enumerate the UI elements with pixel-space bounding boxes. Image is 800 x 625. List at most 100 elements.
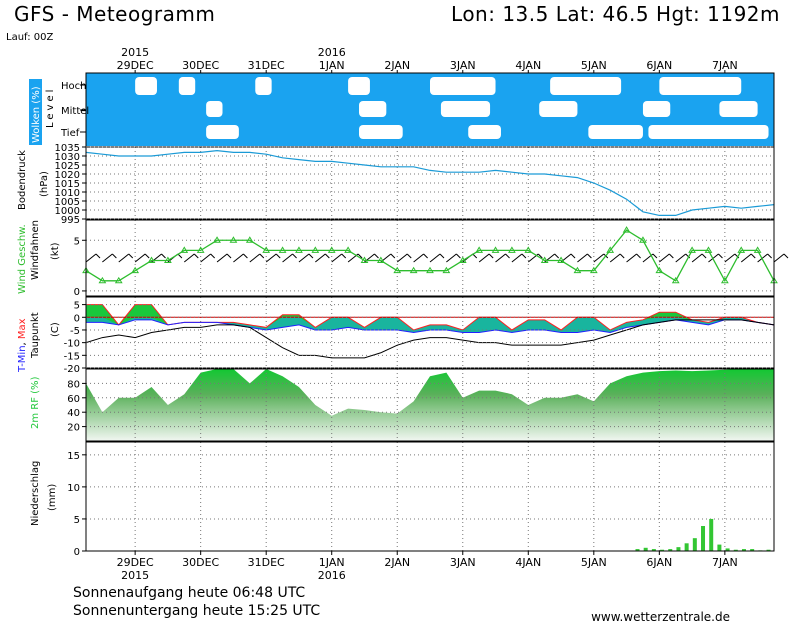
humidity-tick-label: 40 <box>67 408 80 419</box>
temp-ylabel2: Taupunkt <box>30 312 41 359</box>
wind-barb <box>577 253 588 263</box>
wind-barb-flag <box>619 253 625 259</box>
level-tief: Tief <box>60 128 80 139</box>
temperature-tick-label: 5 <box>74 301 80 312</box>
top-date-label: 1JAN <box>319 59 345 72</box>
cloud-clear-gap <box>255 77 272 95</box>
wind-point <box>295 246 303 253</box>
top-date-label: 6JAN <box>646 59 672 72</box>
bottom-date-label: 2JAN <box>384 556 410 569</box>
wind-point <box>409 266 418 274</box>
wind-point <box>213 236 221 243</box>
pressure-tick-label: 1015 <box>55 179 80 190</box>
wind-point <box>540 256 549 264</box>
wind-barb <box>675 253 687 263</box>
cloud-clear-gap <box>206 125 239 139</box>
sunrise-text: Sonnenaufgang heute 06:48 UTC <box>73 585 306 601</box>
top-date-label: 4JAN <box>515 59 541 72</box>
wind-barb <box>183 253 195 263</box>
wind-barb <box>626 253 637 263</box>
sunset-text: Sonnenuntergang heute 15:25 UTC <box>73 603 321 619</box>
bottom-date-label: 6JAN <box>646 556 672 569</box>
precip-bar <box>725 548 730 551</box>
cloud-clear-gap <box>642 101 671 117</box>
outer-frame <box>85 72 775 552</box>
wind-barb <box>118 253 130 263</box>
wind-point <box>655 266 664 274</box>
wind-point <box>278 246 287 253</box>
wind-barb-flag <box>587 253 592 259</box>
wind-barb-flag <box>95 253 101 259</box>
top-date-label: 29DEC <box>117 59 154 72</box>
bottom-date-label: 30DEC <box>182 556 219 569</box>
temp-unit: (C) <box>50 322 61 337</box>
cloud-clear-gap <box>206 101 223 117</box>
cloud-clear-gap <box>659 77 742 95</box>
dewpoint-line <box>85 319 775 359</box>
wind-barb <box>134 253 146 263</box>
cloud-clear-gap <box>135 77 157 95</box>
wind-tick-label: 0 <box>74 287 80 298</box>
cloud-clear-gap <box>468 125 501 139</box>
wind-point <box>491 246 500 253</box>
wind-barb <box>216 253 228 263</box>
wind-barb-flag <box>128 253 134 259</box>
wind-point <box>720 276 729 284</box>
wind-barb-flag <box>112 253 117 259</box>
cloud-clear-gap <box>648 125 769 139</box>
wind-point <box>622 226 631 233</box>
wind-barb <box>773 253 785 263</box>
wind-barb-flag <box>554 253 560 259</box>
temp-ylabel: T-Min, Max <box>17 318 28 373</box>
wind-point <box>311 246 320 253</box>
wind-barb-flag <box>226 253 232 259</box>
humidity-tick-label: 60 <box>67 394 80 405</box>
wind-barb-flag <box>439 253 445 259</box>
precip-bar <box>750 549 755 551</box>
wind-barb <box>249 253 261 263</box>
top-date-label: 7JAN <box>712 59 738 72</box>
wind-barb-flag <box>144 253 150 259</box>
wind-barb-flag <box>275 253 281 259</box>
wind-barb <box>315 253 326 263</box>
top-date-label: 5JAN <box>581 59 607 72</box>
wind-point <box>327 246 336 253</box>
cloud-clear-gap <box>719 101 758 117</box>
wind-point <box>753 246 762 253</box>
precipitation-tick-label: 15 <box>67 451 80 462</box>
wind-point <box>606 246 615 253</box>
wind-point <box>164 256 172 264</box>
temperature-tick-label: -20 <box>64 364 80 375</box>
wind-barb-flag <box>488 253 494 259</box>
wind-point <box>196 246 205 253</box>
wind-point <box>475 246 484 253</box>
precip-unit: (mm) <box>47 484 58 511</box>
pressure-tick-label: 1035 <box>55 143 80 154</box>
source-url[interactable]: www.wetterzentrale.de <box>591 610 730 624</box>
pressure-tick-label: 1000 <box>55 206 80 217</box>
bottom-date-label: 5JAN <box>581 556 607 569</box>
temperature-tick-label: -15 <box>64 351 80 362</box>
wind-barb-flag <box>537 253 543 259</box>
wind-barb <box>691 253 703 263</box>
precip-bar <box>643 547 648 551</box>
cloud-clear-gap <box>359 125 403 139</box>
wind-point <box>180 246 189 253</box>
temperature-frame <box>85 296 775 369</box>
wind-point <box>360 256 369 264</box>
bottom-date-label: 31DEC <box>248 556 285 569</box>
wind-barb-flag <box>243 253 248 259</box>
pressure-tick-label: 995 <box>61 215 80 226</box>
wind-point <box>737 246 746 253</box>
wind-point <box>442 266 451 274</box>
wind-barb <box>298 253 310 263</box>
wind-barb-flag <box>292 253 297 259</box>
bottom-date-label: 4JAN <box>515 556 541 569</box>
wind-barb-flag <box>374 253 379 259</box>
wind-barb-flag <box>718 253 723 259</box>
wind-point <box>458 256 467 264</box>
cloud-ylabel: Wolken (%) <box>31 86 42 143</box>
wind-barb-flag <box>456 253 461 259</box>
wind-barb-flag <box>193 253 199 259</box>
wind-barb-flag <box>521 253 527 259</box>
